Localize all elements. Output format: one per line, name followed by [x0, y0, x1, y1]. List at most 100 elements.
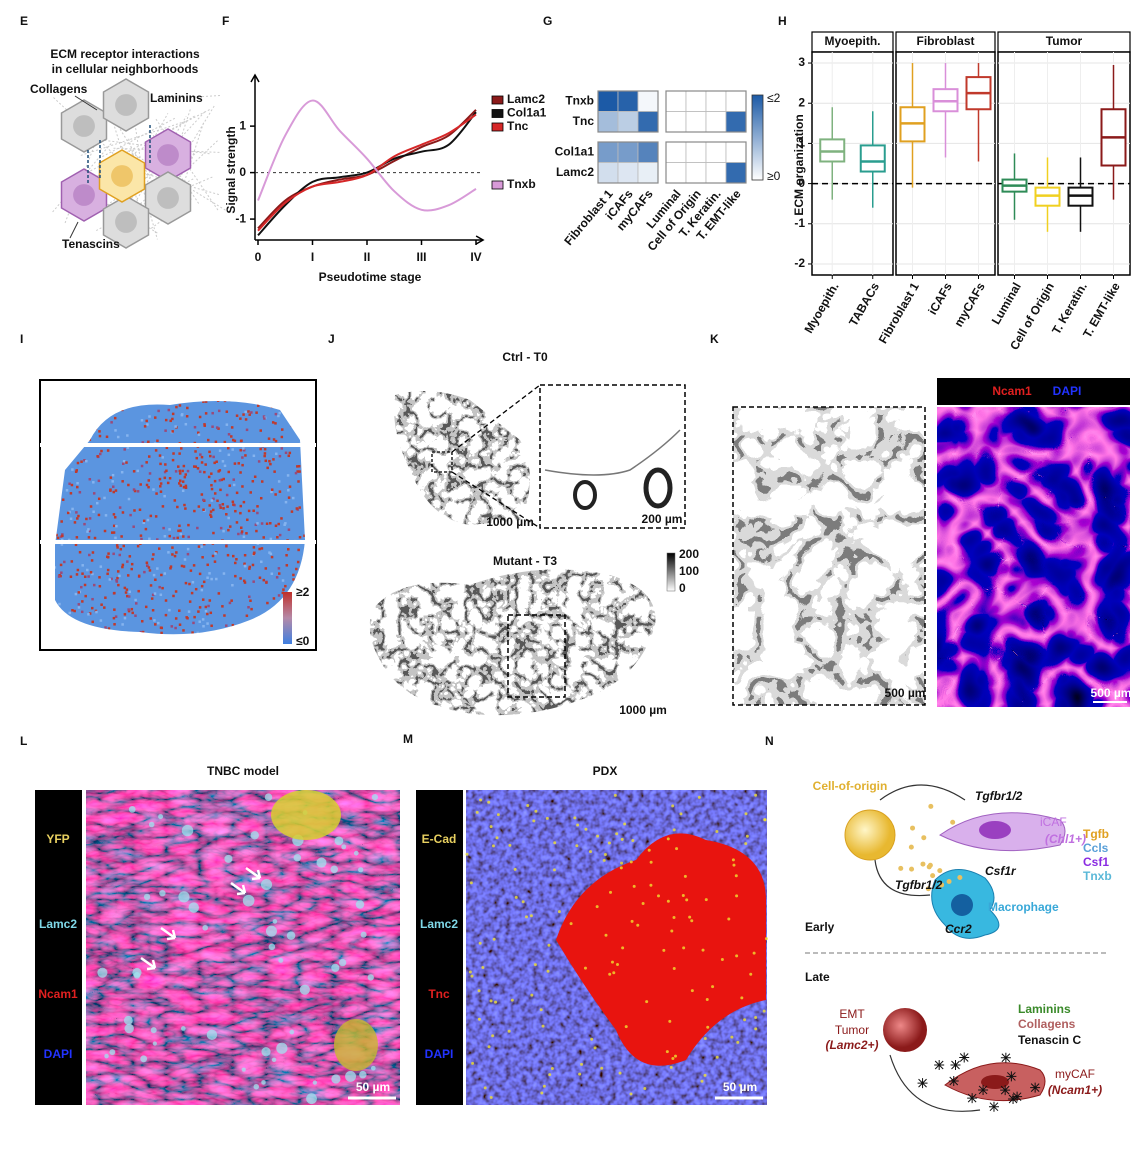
- heat-cell: [597, 90, 619, 112]
- ecad-dot: [732, 863, 736, 867]
- spot: [78, 550, 82, 554]
- y-tick-label: 3: [798, 55, 805, 69]
- ecad-dot: [547, 943, 551, 947]
- ecad-dot: [618, 1071, 622, 1075]
- spot: [182, 629, 185, 632]
- colorbar-label: 100: [679, 564, 699, 578]
- spot: [87, 575, 90, 578]
- spot: [166, 481, 170, 485]
- spot: [120, 535, 123, 538]
- spot: [263, 454, 266, 458]
- cytokine: [937, 868, 943, 874]
- spot: [222, 572, 226, 575]
- channel-label: DAPI: [425, 1047, 454, 1061]
- spot: [222, 477, 225, 481]
- spot: [130, 607, 134, 611]
- spot: [104, 596, 107, 599]
- spot: [173, 499, 177, 502]
- ecad-dot: [720, 957, 724, 961]
- ecad-dot: [754, 1016, 758, 1020]
- spot: [169, 419, 172, 423]
- spot: [145, 461, 148, 464]
- spot: [284, 584, 287, 588]
- spot: [217, 592, 221, 595]
- spot: [77, 591, 81, 594]
- spot: [91, 551, 95, 554]
- lamc2-cell: [268, 943, 276, 951]
- ecad-dot: [465, 852, 469, 856]
- spot: [235, 491, 239, 495]
- spot: [248, 595, 251, 599]
- spot: [71, 507, 74, 511]
- spot: [259, 496, 263, 500]
- spot: [198, 572, 202, 576]
- spot: [114, 429, 117, 432]
- spot: [210, 483, 213, 487]
- spot: [228, 484, 231, 487]
- spot: [239, 439, 243, 443]
- spot: [248, 567, 251, 570]
- lamc2-cell: [253, 1084, 259, 1090]
- spot: [92, 481, 95, 484]
- ecad-dot: [539, 1008, 543, 1012]
- lamc2-cell: [206, 1029, 218, 1040]
- spot: [249, 599, 252, 602]
- lamc2-cell: [178, 891, 190, 903]
- spot: [122, 460, 126, 463]
- diagram-label: (Lamc2+): [825, 1038, 878, 1052]
- spot: [171, 458, 175, 462]
- spot: [99, 619, 103, 622]
- ecad-dot: [736, 1040, 740, 1044]
- spot: [242, 447, 245, 450]
- panel-letter: E: [20, 14, 28, 28]
- spot: [230, 599, 233, 602]
- channel-label: Tnc: [428, 987, 450, 1001]
- spot: [213, 461, 216, 465]
- spot: [247, 410, 250, 413]
- spot: [292, 573, 295, 577]
- spot: [177, 529, 180, 533]
- spot: [225, 493, 229, 497]
- spot: [193, 425, 197, 429]
- series-line: [257, 111, 477, 237]
- channel-label: DAPI: [1053, 384, 1082, 398]
- spot: [126, 446, 130, 449]
- ecad-dot: [754, 793, 758, 797]
- spot: [191, 631, 194, 634]
- legend-label: Tnxb: [507, 177, 536, 191]
- spot: [211, 425, 214, 428]
- icaf-nucleus: [979, 821, 1011, 839]
- spot: [253, 475, 257, 479]
- spot: [269, 537, 273, 541]
- spot: [163, 476, 167, 480]
- ecad-dot: [649, 883, 653, 887]
- legend-swatch: [491, 122, 504, 132]
- spot: [287, 488, 290, 492]
- cytokine: [909, 866, 915, 872]
- spot: [295, 507, 299, 510]
- lamc2-cell: [202, 924, 209, 931]
- ecad-dot: [749, 972, 753, 976]
- spot: [210, 487, 214, 491]
- spot: [239, 577, 242, 580]
- spot: [232, 483, 236, 487]
- spot: [80, 585, 83, 589]
- ecm-label: Laminins: [150, 91, 203, 105]
- spot: [217, 427, 220, 430]
- spot: [208, 504, 211, 507]
- spot: [105, 435, 109, 439]
- spot: [245, 428, 249, 432]
- heat-cell: [597, 162, 619, 184]
- spot: [58, 574, 61, 577]
- lamc2-cell: [261, 1047, 271, 1057]
- spot: [91, 572, 94, 576]
- spot: [58, 602, 61, 606]
- spot: [95, 501, 99, 505]
- lamc2-cell: [128, 805, 136, 813]
- spot: [147, 485, 150, 489]
- spot: [174, 590, 178, 593]
- spot: [241, 485, 244, 488]
- panel-letter: K: [710, 332, 719, 346]
- ecad-dot: [735, 954, 739, 958]
- spot: [56, 536, 60, 540]
